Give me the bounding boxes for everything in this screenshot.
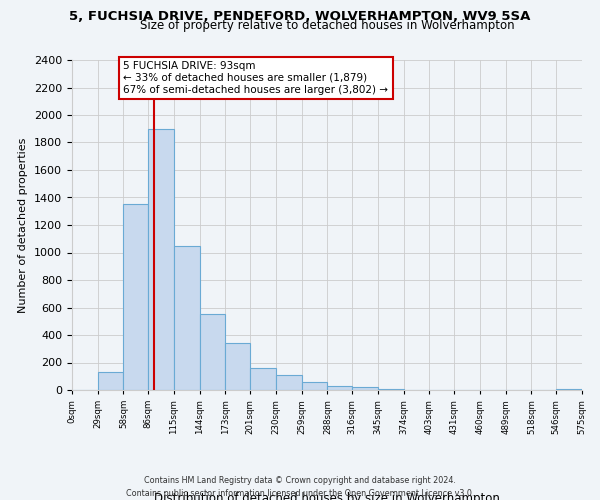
X-axis label: Distribution of detached houses by size in Wolverhampton: Distribution of detached houses by size … [154, 492, 500, 500]
Bar [276, 375, 302, 390]
Bar [302, 382, 328, 390]
Title: Size of property relative to detached houses in Wolverhampton: Size of property relative to detached ho… [140, 20, 514, 32]
Bar [148, 128, 174, 390]
Text: Contains HM Land Registry data © Crown copyright and database right 2024.
Contai: Contains HM Land Registry data © Crown c… [126, 476, 474, 498]
Bar [98, 372, 124, 390]
Bar [328, 386, 352, 390]
Bar [352, 387, 378, 390]
Bar [250, 368, 276, 390]
Bar [124, 204, 148, 390]
Bar [200, 314, 226, 390]
Bar [226, 343, 250, 390]
Y-axis label: Number of detached properties: Number of detached properties [19, 138, 28, 312]
Text: 5 FUCHSIA DRIVE: 93sqm
← 33% of detached houses are smaller (1,879)
67% of semi-: 5 FUCHSIA DRIVE: 93sqm ← 33% of detached… [124, 62, 388, 94]
Bar [174, 246, 200, 390]
Text: 5, FUCHSIA DRIVE, PENDEFORD, WOLVERHAMPTON, WV9 5SA: 5, FUCHSIA DRIVE, PENDEFORD, WOLVERHAMPT… [70, 10, 530, 23]
